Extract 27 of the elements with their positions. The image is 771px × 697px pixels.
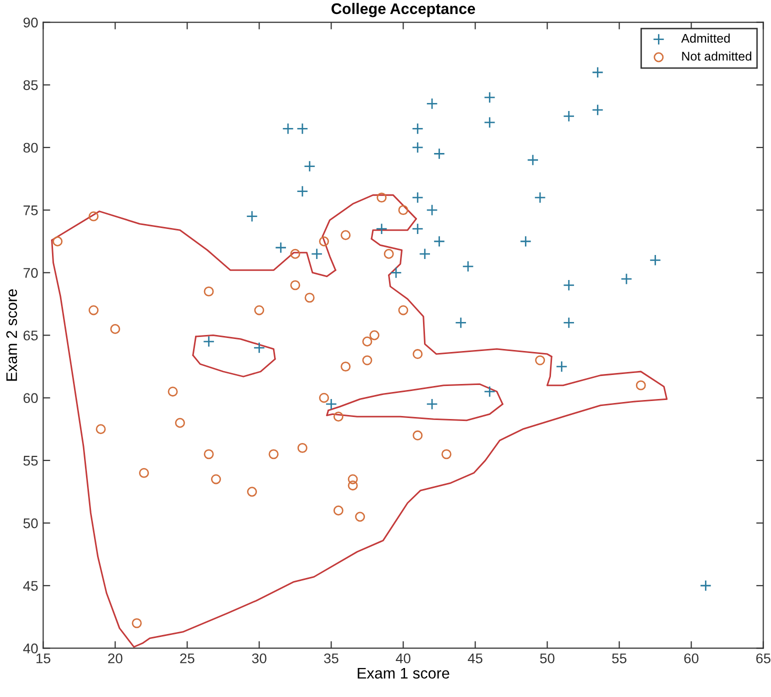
x-tick-label: 50: [540, 653, 554, 664]
x-tick-label: 15: [36, 654, 50, 664]
y-tick-label: 90: [24, 18, 38, 28]
y-tick-label: 55: [23, 456, 38, 466]
legend-label: Admitted: [681, 34, 730, 43]
x-tick-label: 65: [756, 653, 770, 664]
y-tick-label: 50: [23, 518, 38, 528]
x-tick-label: 35: [324, 653, 338, 664]
y-tick-label: 45: [23, 581, 38, 591]
y-tick-label: 80: [23, 142, 38, 153]
y-tick-label: 70: [24, 268, 38, 278]
x-tick-label: 25: [180, 653, 194, 664]
y-tick-label: 60: [24, 393, 38, 404]
y-tick-label: 40: [23, 644, 38, 654]
x-tick-label: 20: [108, 653, 122, 664]
y-axis-title: Exam 2 score: [6, 289, 18, 381]
x-tick-label: 60: [684, 653, 698, 664]
x-tick-label: 30: [252, 653, 266, 664]
x-tick-label: 55: [612, 654, 626, 664]
x-tick-label: 40: [396, 653, 410, 664]
y-tick-label: 85: [23, 80, 38, 90]
chart-title: College Acceptance: [332, 2, 476, 18]
x-tick-label: 45: [468, 654, 482, 664]
y-tick-label: 75: [24, 206, 38, 216]
y-tick-label: 65: [24, 330, 38, 340]
x-axis-title: Exam 1 score: [358, 668, 450, 679]
legend-label: Not admitted: [682, 51, 752, 61]
